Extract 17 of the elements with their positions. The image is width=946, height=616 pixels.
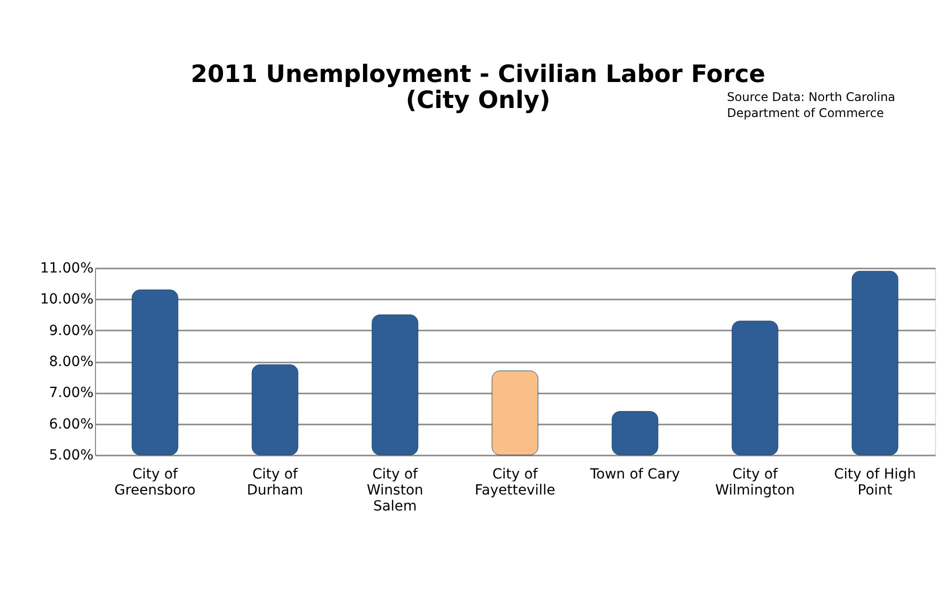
y-tick-label: 8.00% bbox=[49, 354, 94, 370]
text: 2011 Unemployment - Civilian Labor Force bbox=[190, 60, 766, 88]
x-tick-label: City of Greensboro bbox=[114, 466, 196, 498]
y-tick-label: 11.00% bbox=[40, 260, 94, 276]
x-tick-label: City of High Point bbox=[834, 466, 916, 498]
x-tick-label: City of Durham bbox=[246, 466, 304, 498]
x-tick-label: City of Fayetteville bbox=[474, 466, 556, 498]
x-tick-label: City of Winston Salem bbox=[366, 466, 424, 514]
source-note: Source Data: North Carolina Department of Commerce bbox=[727, 90, 896, 120]
y-tick-label: 10.00% bbox=[40, 292, 94, 308]
x-tick-label: City of Wilmington bbox=[715, 466, 795, 498]
y-tick-label: 9.00% bbox=[49, 322, 94, 339]
y-tick-label: 5.00% bbox=[49, 448, 94, 464]
y-tick-label: 6.00% bbox=[49, 416, 94, 432]
x-tick-label: Town of Cary bbox=[589, 466, 680, 482]
text: (City Only) bbox=[406, 86, 550, 114]
y-tick-label: 7.00% bbox=[49, 385, 94, 402]
